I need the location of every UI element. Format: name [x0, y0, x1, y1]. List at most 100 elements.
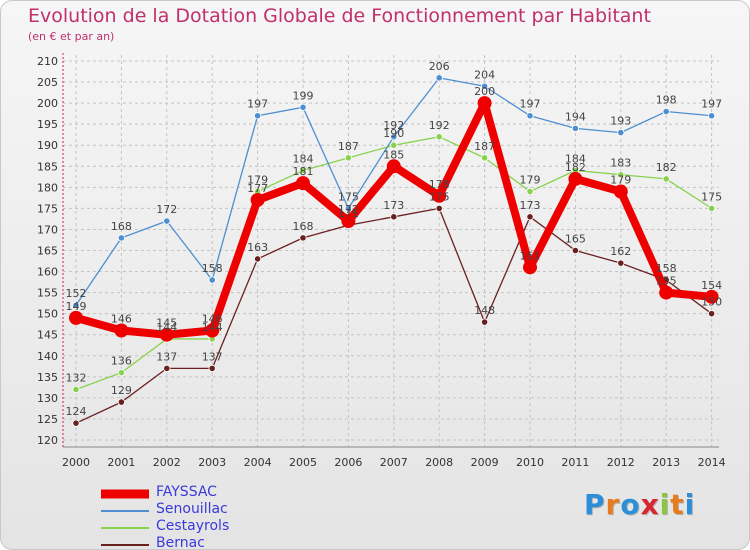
data-point [299, 166, 307, 175]
data-point [526, 112, 534, 120]
data-label: 173 [383, 199, 404, 212]
series-bernac [72, 204, 716, 427]
data-point [163, 364, 171, 373]
y-tick-label: 185 [37, 160, 58, 173]
data-point [480, 82, 489, 90]
x-tick-label: 2004 [244, 456, 272, 469]
data-label: 177 [247, 182, 268, 195]
x-tick-label: 2011 [561, 456, 589, 469]
data-label: 172 [338, 203, 359, 216]
data-point [526, 187, 534, 196]
legend-label: Cestayrols [156, 518, 230, 534]
y-tick-label: 160 [37, 266, 58, 279]
data-point [159, 327, 174, 342]
data-point [480, 318, 489, 326]
data-label: 132 [66, 371, 87, 384]
x-tick-label: 2014 [698, 456, 726, 469]
data-label: 165 [565, 233, 586, 246]
y-tick-label: 170 [37, 223, 58, 236]
data-point [390, 213, 398, 221]
series-fayssac [69, 96, 719, 342]
x-tick-label: 2008 [425, 456, 453, 469]
data-point [344, 204, 352, 212]
data-point [435, 204, 443, 212]
proxiti-logo: Proxiti [584, 488, 695, 521]
data-label: 175 [338, 190, 359, 203]
data-point [707, 204, 716, 212]
data-label: 197 [520, 98, 541, 111]
data-point [254, 112, 262, 120]
data-label: 137 [156, 350, 177, 363]
y-tick-label: 210 [37, 55, 58, 68]
data-label: 161 [520, 249, 541, 262]
x-tick-label: 2006 [334, 456, 362, 469]
legend-label: Senouillac [156, 501, 228, 517]
data-point [568, 171, 583, 186]
data-label: 175 [429, 190, 450, 203]
chart-title: Evolution de la Dotation Globale de Fonc… [28, 5, 651, 27]
data-point [390, 133, 398, 141]
data-label: 137 [202, 350, 223, 363]
data-label: 172 [156, 203, 177, 216]
data-label: 158 [202, 262, 223, 275]
data-point [435, 74, 443, 82]
x-tick-label: 2009 [471, 456, 499, 469]
chart-subtitle: (en € et par an) [28, 30, 115, 43]
data-point [72, 301, 80, 309]
logo-letter: i [659, 488, 671, 521]
data-point [571, 124, 580, 132]
data-label: 192 [429, 119, 450, 132]
legend-label: Bernac [156, 535, 205, 550]
data-label: 152 [66, 287, 87, 300]
logo-letter: x [640, 488, 660, 521]
y-tick-label: 135 [37, 371, 58, 384]
y-tick-label: 165 [37, 245, 58, 258]
data-label: 184 [565, 152, 586, 165]
data-label: 136 [111, 355, 132, 368]
data-label: 194 [565, 110, 586, 123]
data-point [435, 133, 443, 141]
data-point [662, 107, 670, 116]
data-label: 146 [202, 313, 223, 326]
x-tick-label: 2001 [107, 456, 135, 469]
data-label: 184 [293, 152, 314, 165]
data-point [296, 176, 310, 191]
logo-letter: r [605, 488, 621, 521]
y-tick-label: 130 [37, 392, 58, 405]
data-label: 178 [429, 178, 450, 191]
data-label: 144 [202, 321, 223, 334]
x-tick-label: 2005 [289, 456, 317, 469]
legend-label: FAYSSAC [156, 484, 217, 500]
data-label: 145 [156, 317, 177, 330]
data-point [617, 259, 625, 267]
data-point [659, 285, 674, 300]
data-point [477, 96, 492, 111]
data-point [390, 141, 398, 149]
data-label: 185 [383, 148, 404, 161]
data-label: 129 [111, 384, 132, 397]
data-label: 175 [701, 190, 722, 203]
data-label: 193 [610, 115, 631, 128]
data-point [205, 323, 220, 338]
data-point [344, 154, 352, 162]
legend-swatch [101, 489, 149, 498]
data-label: 197 [701, 98, 722, 111]
x-tick-label: 2012 [607, 456, 635, 469]
logo-letter: i [684, 488, 696, 521]
series-senouillac [72, 74, 716, 309]
data-label: 200 [474, 85, 495, 98]
y-tick-label: 120 [37, 434, 58, 447]
data-point [571, 246, 580, 255]
legend-swatch [101, 543, 149, 546]
data-label: 150 [701, 296, 722, 309]
data-label: 154 [701, 279, 722, 292]
data-label: 187 [474, 140, 495, 153]
y-tick-label: 200 [37, 97, 58, 110]
y-tick-label: 150 [37, 308, 58, 321]
data-label: 144 [156, 321, 177, 334]
data-point [704, 289, 719, 304]
data-point [617, 171, 625, 179]
x-tick-label: 2003 [198, 456, 226, 469]
